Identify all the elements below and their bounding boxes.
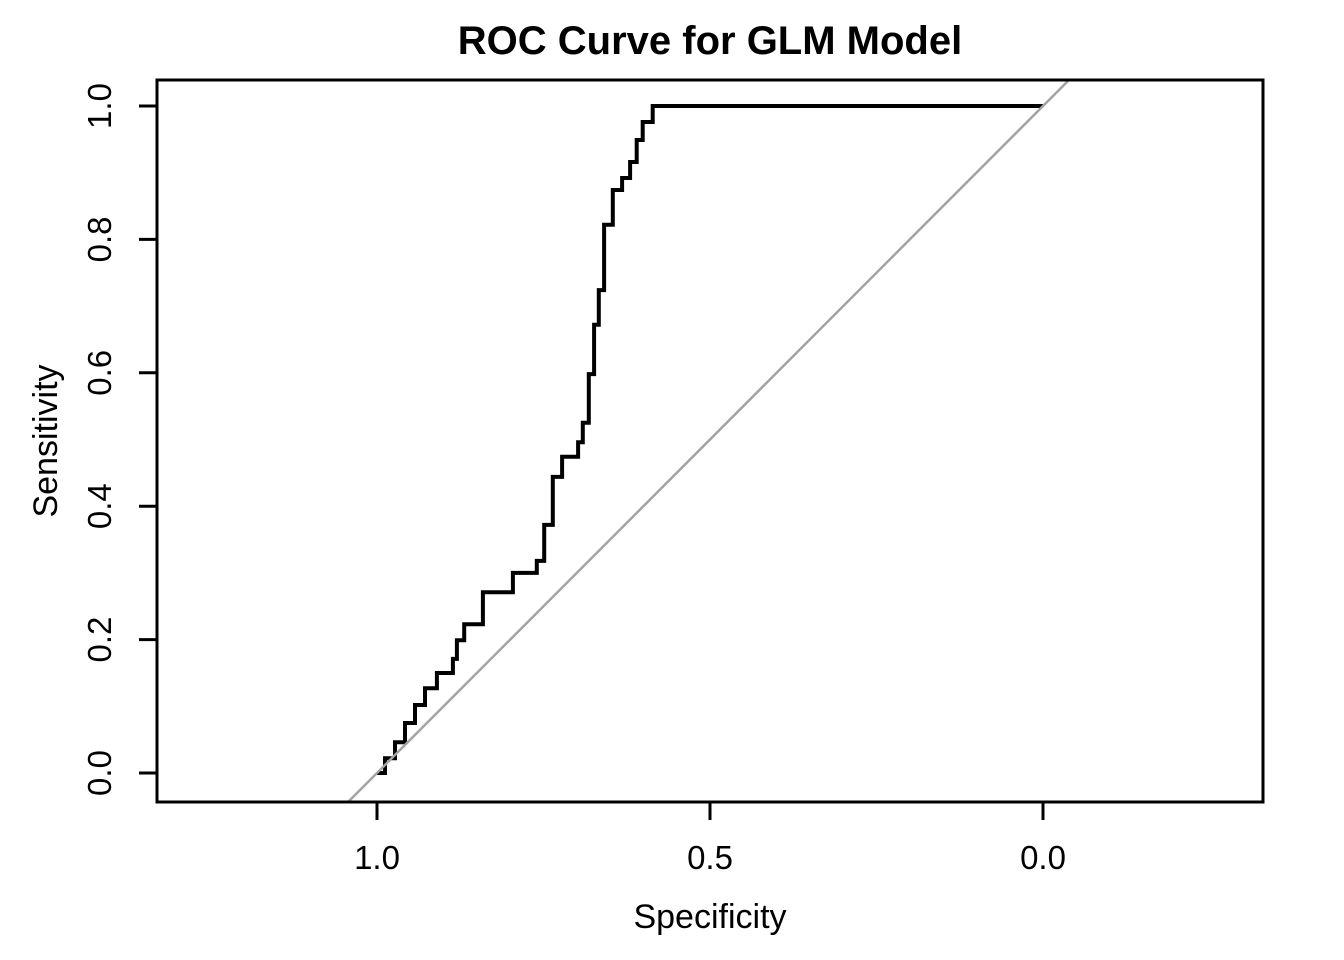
x-tick-label: 0.5	[687, 839, 733, 876]
y-tick-label: 1.0	[81, 83, 118, 129]
x-axis-label: Specificity	[633, 898, 786, 936]
chart-title: ROC Curve for GLM Model	[458, 19, 962, 63]
y-tick-label: 0.0	[81, 750, 118, 796]
y-tick-label: 0.2	[81, 617, 118, 663]
diagonal-reference-line	[346, 80, 1071, 802]
plot-series-group	[346, 80, 1071, 802]
y-tick-label: 0.8	[81, 216, 118, 262]
x-tick-label: 1.0	[354, 839, 400, 876]
y-axis: 0.0 0.2 0.4 0.6 0.8 1.0	[81, 83, 157, 796]
x-tick-label: 0.0	[1020, 839, 1066, 876]
y-axis-label: Sensitivity	[27, 364, 65, 517]
y-tick-label: 0.6	[81, 350, 118, 396]
roc-curve-path	[377, 104, 1043, 775]
x-axis: 1.0 0.5 0.0	[354, 802, 1066, 876]
y-tick-label: 0.4	[81, 483, 118, 529]
